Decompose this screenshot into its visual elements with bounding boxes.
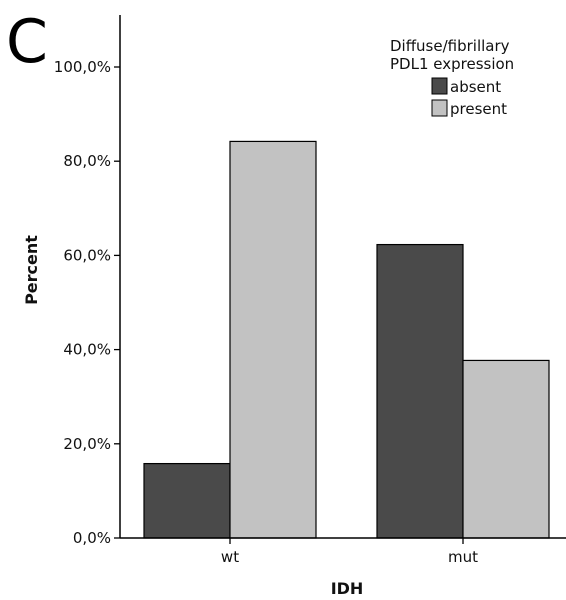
x-axis-title: IDH [331, 579, 364, 598]
y-tick-label: 60,0% [63, 246, 111, 264]
legend: Diffuse/fibrillary PDL1 expression absen… [390, 37, 514, 118]
plot-area [143, 140, 550, 539]
legend-swatch-present [431, 99, 448, 117]
x-tick-label-wt: wt [221, 548, 239, 566]
x-tick-label-mut: mut [448, 548, 478, 566]
y-tick-label: 40,0% [63, 341, 111, 359]
y-axis: 0,0% 20,0% 40,0% 60,0% 80,0% 100,0% [54, 15, 121, 547]
legend-label-present: present [450, 100, 507, 118]
legend-title-line-2: PDL1 expression [390, 55, 514, 73]
bar-wt-absent [143, 462, 231, 539]
panel-letter: C [6, 7, 48, 77]
y-tick-label: 20,0% [63, 435, 111, 453]
x-axis: wt mut [120, 537, 566, 566]
bar-mut-absent [376, 243, 464, 539]
y-tick-label: 80,0% [63, 152, 111, 170]
bar-wt-present [229, 140, 317, 539]
bar-mut-present [462, 359, 550, 539]
y-tick-label: 100,0% [54, 58, 111, 76]
legend-swatch-absent [431, 77, 448, 95]
legend-title-line-1: Diffuse/fibrillary [390, 37, 510, 55]
y-tick-label: 0,0% [73, 529, 111, 547]
legend-label-absent: absent [450, 78, 501, 96]
y-axis-title: Percent [22, 235, 41, 305]
